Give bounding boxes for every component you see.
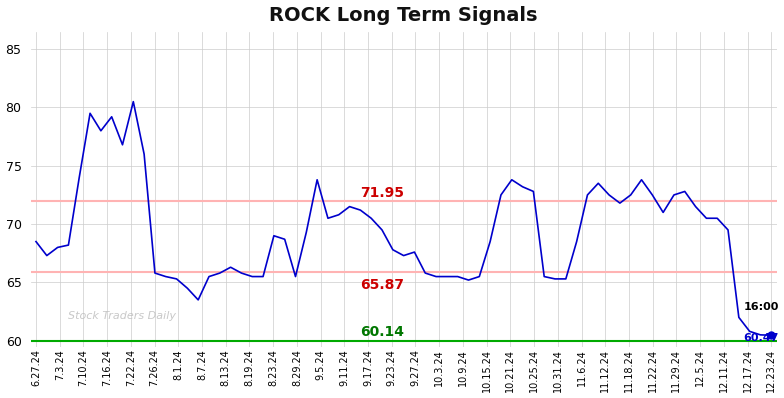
Text: Stock Traders Daily: Stock Traders Daily: [68, 311, 176, 321]
Text: 71.95: 71.95: [361, 186, 405, 200]
Text: 16:00: 16:00: [743, 302, 779, 312]
Text: 65.87: 65.87: [361, 277, 405, 292]
Text: 60.47: 60.47: [743, 333, 779, 343]
Title: ROCK Long Term Signals: ROCK Long Term Signals: [270, 6, 538, 25]
Text: 60.14: 60.14: [361, 325, 405, 339]
